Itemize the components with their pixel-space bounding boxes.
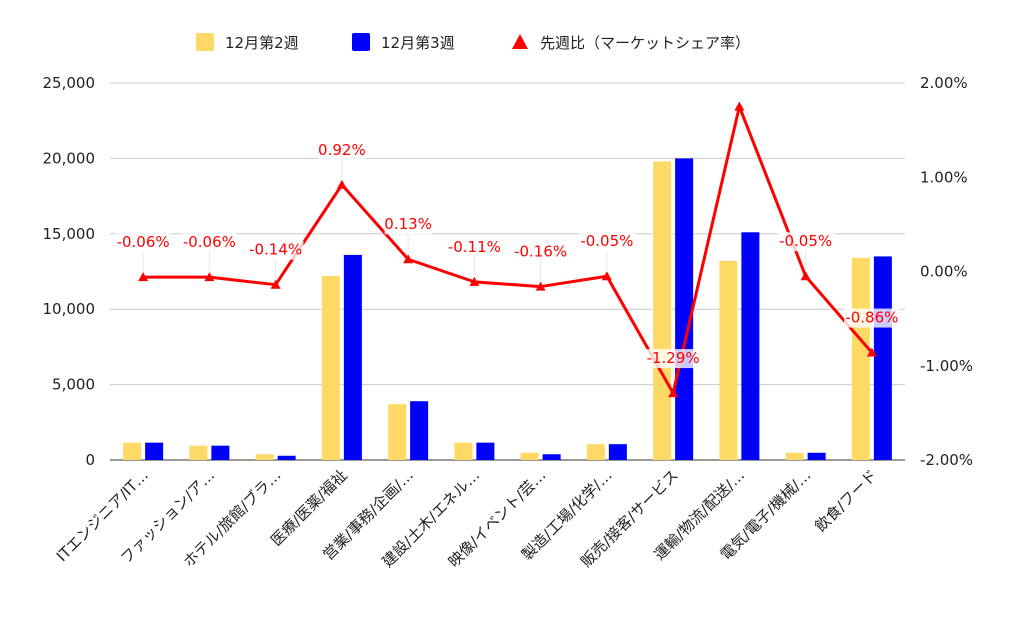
legend: 12月第2週 12月第3週 先週比（マーケットシェア率）	[196, 33, 750, 52]
bar	[410, 401, 429, 460]
data-label-bg	[777, 232, 834, 252]
data-label: -1.29%	[647, 349, 700, 367]
bar	[542, 454, 561, 460]
bar	[719, 260, 738, 460]
legend-swatch	[196, 33, 214, 51]
line-marker	[601, 271, 612, 281]
legend-label: 12月第2週	[225, 34, 299, 52]
legend-swatch	[352, 33, 370, 51]
bar	[586, 444, 605, 460]
data-label-bg	[247, 240, 304, 260]
bar	[123, 442, 142, 460]
bar	[145, 442, 164, 460]
bar	[476, 442, 495, 460]
right-tick-label: 1.00%	[920, 168, 968, 186]
line-marker	[469, 276, 480, 286]
left-tick-label: 5,000	[52, 376, 95, 394]
bar	[741, 232, 760, 460]
left-tick-label: 25,000	[43, 74, 96, 92]
bar	[321, 276, 340, 460]
data-label: -0.05%	[779, 232, 832, 250]
line-marker	[403, 254, 414, 264]
right-tick-label: 0.00%	[920, 263, 968, 281]
line-marker	[668, 388, 679, 398]
legend-label: 12月第3週	[381, 34, 455, 52]
category-axis: ITエンジニア/IT…ファッション/ア…ホテル/旅館/ブラ…医療/医薬/福祉営業…	[53, 466, 881, 571]
left-axis: 0 5,000 10,000 15,000 20,000 25,000	[43, 74, 96, 469]
data-label: -0.86%	[845, 309, 898, 327]
line-marker	[336, 179, 347, 189]
data-label: -0.06%	[117, 233, 170, 251]
bar	[653, 161, 672, 460]
data-label: -0.16%	[514, 243, 567, 261]
line-marker	[535, 281, 546, 291]
legend-label: 先週比（マーケットシェア率）	[540, 34, 750, 52]
data-label-bg	[512, 242, 569, 262]
bar	[807, 452, 826, 460]
data-label-bg	[384, 215, 432, 235]
line-marker	[204, 272, 215, 282]
bar	[277, 455, 296, 460]
bar	[255, 454, 274, 460]
bar	[189, 445, 208, 460]
data-label-bg	[579, 232, 635, 252]
line-marker	[138, 272, 149, 282]
left-tick-label: 0	[85, 451, 95, 469]
data-label-bg	[446, 237, 503, 257]
line-marker	[270, 279, 281, 289]
left-tick-label: 10,000	[43, 300, 96, 318]
line-marker	[866, 347, 877, 357]
line-marker	[734, 101, 745, 111]
data-label: 0.13%	[384, 215, 432, 233]
data-label-bg	[844, 308, 900, 328]
line-marker	[800, 271, 811, 281]
bar	[675, 158, 694, 460]
left-tick-label: 20,000	[43, 149, 96, 167]
category-label: 飲食/フード	[811, 466, 880, 535]
right-tick-label: -2.00%	[920, 451, 973, 469]
right-axis: -2.00% -1.00% 0.00% 1.00% 2.00%	[920, 74, 973, 469]
data-label-bg	[318, 140, 366, 160]
legend-marker	[512, 34, 528, 49]
left-tick-label: 15,000	[43, 225, 96, 243]
bar	[851, 257, 870, 460]
data-label-bg	[645, 349, 701, 369]
data-label-bg	[181, 233, 238, 253]
bar	[388, 404, 407, 460]
bar	[785, 452, 804, 460]
bar	[211, 445, 230, 460]
bar	[608, 444, 627, 460]
data-label: -0.05%	[580, 232, 633, 250]
data-label: -0.11%	[448, 238, 501, 256]
line-series: -0.06% -0.06% -0.14% 0.92% 0.13% -0.11% -0.16%…	[115, 101, 900, 398]
data-label-bg	[115, 233, 171, 253]
bar	[343, 254, 362, 460]
data-label: 0.92%	[318, 141, 366, 159]
data-label: -0.06%	[183, 233, 236, 251]
right-tick-label: 2.00%	[920, 74, 968, 92]
bar	[873, 256, 892, 460]
bar	[454, 442, 473, 460]
line-path	[143, 105, 874, 395]
gridlines	[110, 82, 905, 461]
data-label: -0.14%	[249, 241, 302, 259]
right-tick-label: -1.00%	[920, 357, 973, 375]
bar	[520, 452, 539, 460]
bar-series	[123, 158, 892, 460]
